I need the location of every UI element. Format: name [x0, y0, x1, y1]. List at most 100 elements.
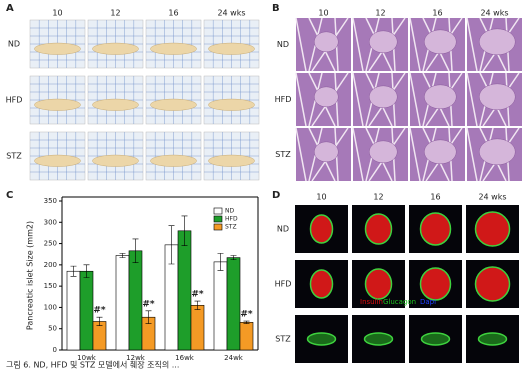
islet — [314, 141, 339, 163]
islet — [364, 213, 393, 245]
tissue — [150, 98, 197, 111]
error-bar — [181, 215, 188, 246]
bar — [177, 230, 192, 351]
tissue-septum — [295, 17, 307, 72]
column-header: 24 wks — [478, 193, 506, 202]
annotation: #* — [142, 299, 155, 309]
islet — [420, 332, 451, 346]
row-label: STZ — [275, 150, 291, 159]
error-bar — [217, 253, 224, 271]
column-header: 10 — [316, 193, 326, 202]
legend-label: STZ — [225, 224, 237, 231]
islet — [369, 30, 398, 54]
column-header: 12 — [375, 9, 385, 18]
legend-label: HFD — [225, 216, 238, 223]
column-header: 16 — [168, 9, 178, 18]
legend-label: ND — [225, 208, 234, 215]
islet — [306, 332, 337, 346]
bar — [79, 270, 94, 351]
y-tick-label: 200 — [44, 261, 57, 269]
tissue-septum — [352, 17, 364, 72]
islet — [369, 140, 398, 164]
error-bar — [194, 300, 201, 310]
tissue-septum — [409, 17, 421, 72]
islet — [314, 86, 339, 108]
islet — [424, 84, 457, 110]
islet — [309, 269, 334, 299]
panel-label: D — [272, 190, 280, 201]
islet — [363, 332, 394, 346]
tissue-septum — [352, 72, 364, 127]
tissue-septum — [352, 127, 364, 182]
bar — [115, 255, 130, 351]
column-header: 10 — [52, 9, 62, 18]
islet — [477, 332, 508, 346]
tissue — [34, 42, 81, 55]
tissue-septum — [295, 127, 307, 182]
row-label: STZ — [6, 152, 22, 161]
panel-label: C — [6, 190, 13, 201]
legend-swatch — [213, 207, 223, 215]
row-label: HFD — [275, 95, 292, 104]
error-bar — [119, 253, 126, 258]
islet — [424, 29, 457, 55]
y-tick-label: 150 — [44, 282, 57, 290]
islet — [364, 268, 393, 300]
column-header: 24 wks — [217, 9, 245, 18]
legend-swatch — [213, 223, 223, 231]
column-header: 12 — [373, 193, 383, 202]
panel-label: A — [6, 3, 14, 14]
column-header: 12 — [110, 9, 120, 18]
islet — [424, 139, 457, 165]
bar — [226, 257, 241, 351]
annotation: #* — [93, 306, 106, 316]
legend-swatch — [213, 215, 223, 223]
islet — [474, 211, 511, 247]
error-bar — [70, 265, 77, 277]
bar — [213, 261, 228, 351]
tissue-septum — [466, 17, 478, 72]
tissue — [92, 98, 139, 111]
tissue — [150, 42, 197, 55]
caption: 그림 6. ND, HFD 및 STZ 모델에서 췌장 조직의 ... — [6, 360, 179, 370]
tissue — [92, 154, 139, 167]
islet — [369, 85, 398, 109]
error-bar — [83, 264, 90, 278]
bar — [128, 250, 143, 351]
error-bar — [132, 238, 139, 264]
tissue-septum — [466, 72, 478, 127]
y-tick-label: 100 — [44, 303, 57, 311]
bar — [190, 304, 205, 351]
y-tick-label: 300 — [44, 218, 57, 226]
panel-label: B — [272, 3, 280, 14]
stain-label: Insulin — [360, 298, 383, 306]
islet — [419, 267, 452, 301]
y-tick-label: 50 — [48, 325, 57, 333]
bar — [239, 322, 254, 351]
error-bar — [96, 316, 103, 327]
error-bar — [243, 320, 250, 324]
tissue — [150, 154, 197, 167]
tissue — [208, 154, 255, 167]
y-tick-label: 350 — [44, 197, 57, 205]
annotation: #* — [191, 290, 204, 300]
tissue — [208, 42, 255, 55]
column-header: 16 — [432, 9, 442, 18]
column-header: 24 wks — [480, 9, 508, 18]
bar — [66, 270, 81, 351]
x-tick-label: 12wk — [126, 354, 146, 362]
tissue — [34, 154, 81, 167]
error-bar — [145, 310, 152, 324]
islet — [474, 266, 511, 302]
column-header: 10 — [318, 9, 328, 18]
islet — [314, 31, 339, 53]
row-label: STZ — [275, 335, 291, 344]
tissue-septum — [409, 127, 421, 182]
stain-label: Dapi — [420, 298, 436, 306]
tissue — [208, 98, 255, 111]
tissue — [34, 98, 81, 111]
tissue-septum — [409, 72, 421, 127]
tissue-septum — [466, 127, 478, 182]
y-tick-label: 250 — [44, 240, 57, 248]
